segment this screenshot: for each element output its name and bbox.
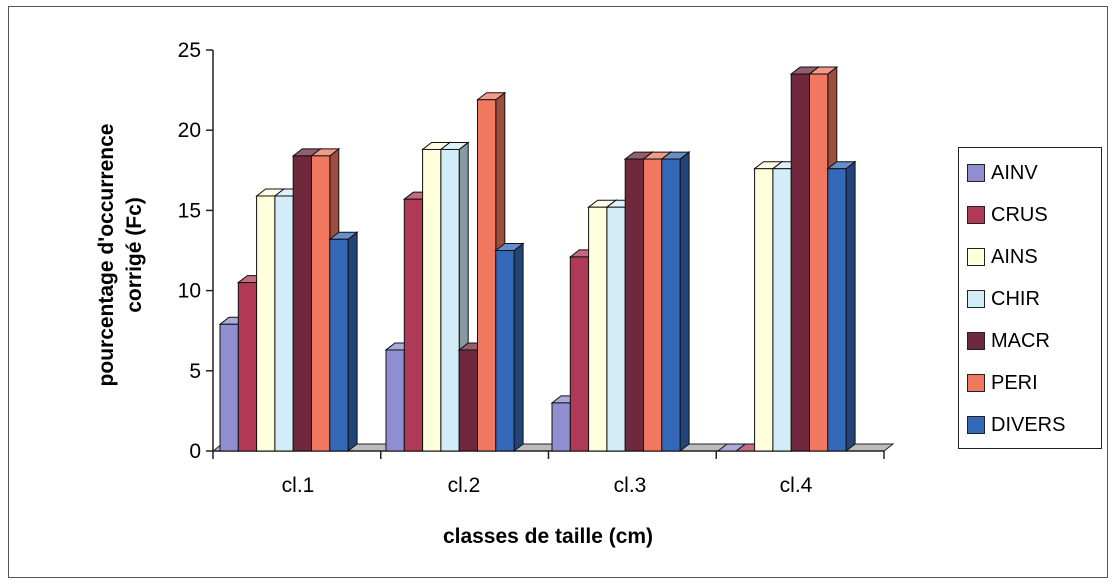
bar-front (643, 158, 663, 452)
bar-front (256, 195, 276, 452)
legend-swatch-chir (967, 290, 985, 308)
legend-item-chir: CHIR (959, 278, 1101, 320)
legend-item-ainv: AINV (959, 152, 1101, 194)
bar-front (588, 206, 608, 452)
bar-front (458, 349, 479, 452)
bar-front (551, 402, 571, 452)
bar-front (385, 349, 405, 452)
legend-label-divers: DIVERS (991, 413, 1066, 436)
bar-side (679, 151, 690, 453)
bar-front (440, 148, 460, 452)
bar-divers-cl.1 (328, 231, 359, 453)
legend-label-crus: CRUS (991, 203, 1048, 226)
legend-swatch-ains (967, 248, 985, 266)
bar-front (569, 256, 590, 452)
y-tick-label: 20 (178, 119, 201, 142)
legend-label-chir: CHIR (991, 287, 1040, 310)
legend-item-crus: CRUS (959, 194, 1101, 236)
bar-front (606, 206, 626, 452)
x-tick-label: cl.3 (614, 474, 647, 497)
y-tick-label: 10 (178, 280, 201, 303)
bar-front (237, 282, 258, 452)
y-tick-label: 0 (189, 440, 201, 463)
bars (218, 66, 857, 453)
tick-labels: 0 5 10 15 20 25 cl.1 cl.2 cl.3 cl.4 (178, 39, 813, 497)
y-tick-label: 25 (178, 39, 201, 62)
legend: AINV CRUS AINS CHIR MACR PERI DIVERS (958, 147, 1102, 449)
y-axis-title: pourcentage d'occurrence corrigé (Fc) (95, 124, 146, 387)
bar-front (311, 155, 331, 452)
legend-item-ains: AINS (959, 236, 1101, 278)
bar-front (790, 73, 811, 452)
bar-front (219, 323, 239, 452)
legend-label-ainv: AINV (991, 161, 1038, 184)
bar-front (624, 158, 645, 452)
bar-front (754, 168, 774, 452)
legend-item-peri: PERI (959, 362, 1101, 404)
y-tick-label: 5 (189, 360, 201, 383)
legend-label-ains: AINS (991, 245, 1038, 268)
y-tick-label: 15 (178, 199, 201, 222)
legend-swatch-divers (967, 416, 985, 434)
bar-side (845, 160, 856, 453)
bar-front (827, 168, 847, 452)
bar-front (661, 158, 681, 452)
bar-divers-cl.4 (826, 160, 857, 453)
x-tick-label: cl.4 (780, 474, 813, 497)
y-axis-title-line-1: pourcentage d'occurrence (95, 124, 118, 387)
bar-front (772, 168, 792, 452)
bar-front (292, 155, 313, 452)
bar-side (513, 242, 524, 453)
bar-front (477, 99, 497, 452)
bar-side (347, 231, 358, 453)
bar-front (329, 238, 349, 452)
x-tick-label: cl.2 (448, 474, 481, 497)
bar-front (274, 195, 294, 452)
bar-divers-cl.2 (494, 242, 525, 453)
legend-item-divers: DIVERS (959, 404, 1101, 446)
legend-swatch-ainv (967, 164, 985, 182)
bar-front (403, 198, 424, 452)
chart-frame (8, 6, 1108, 578)
x-axis-title: classes de taille (cm) (443, 525, 653, 548)
legend-item-macr: MACR (959, 320, 1101, 362)
bar-front (422, 148, 442, 452)
bar-divers-cl.3 (660, 151, 691, 453)
x-tick-label: cl.1 (282, 474, 315, 497)
legend-swatch-macr (967, 332, 985, 350)
bar-front (495, 250, 515, 452)
legend-swatch-peri (967, 374, 985, 392)
legend-swatch-crus (967, 206, 985, 224)
legend-label-peri: PERI (991, 371, 1038, 394)
y-axis-title-line-2: corrigé (Fc) (123, 197, 146, 313)
legend-label-macr: MACR (991, 329, 1050, 352)
bar-front (809, 73, 829, 452)
